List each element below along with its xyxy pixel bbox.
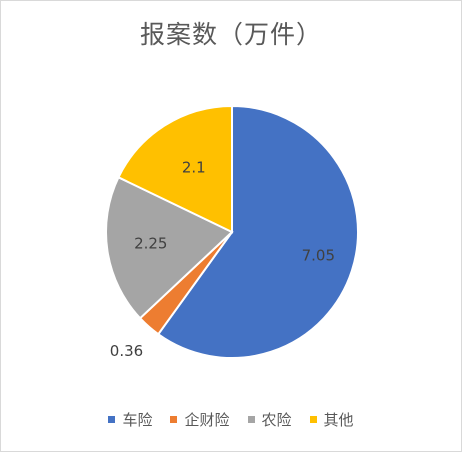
legend-swatch-4 <box>309 416 317 423</box>
data-label-4: 2.1 <box>182 158 206 176</box>
pie-slice-1 <box>156 104 359 359</box>
pie-slice-3 <box>105 175 234 320</box>
legend: 车险 企财险 农险 其他 <box>1 409 461 430</box>
data-label-1: 7.05 <box>302 247 335 265</box>
legend-swatch-2 <box>170 416 178 423</box>
data-label-2: 0.36 <box>110 342 143 360</box>
data-label-3: 2.25 <box>134 234 167 252</box>
legend-swatch-3 <box>247 416 255 423</box>
legend-item-4: 其他 <box>309 409 354 430</box>
legend-label-2: 企财险 <box>184 411 230 429</box>
legend-label-1: 车险 <box>122 411 153 429</box>
legend-label-4: 其他 <box>323 411 354 429</box>
legend-item-3: 农险 <box>247 409 292 430</box>
pie-slice-4 <box>117 104 233 234</box>
chart-title: 报案数（万件） <box>139 20 322 49</box>
legend-swatch-1 <box>108 416 116 423</box>
legend-label-3: 农险 <box>261 411 292 429</box>
legend-item-1: 车险 <box>108 409 152 430</box>
legend-item-2: 企财险 <box>170 409 230 430</box>
